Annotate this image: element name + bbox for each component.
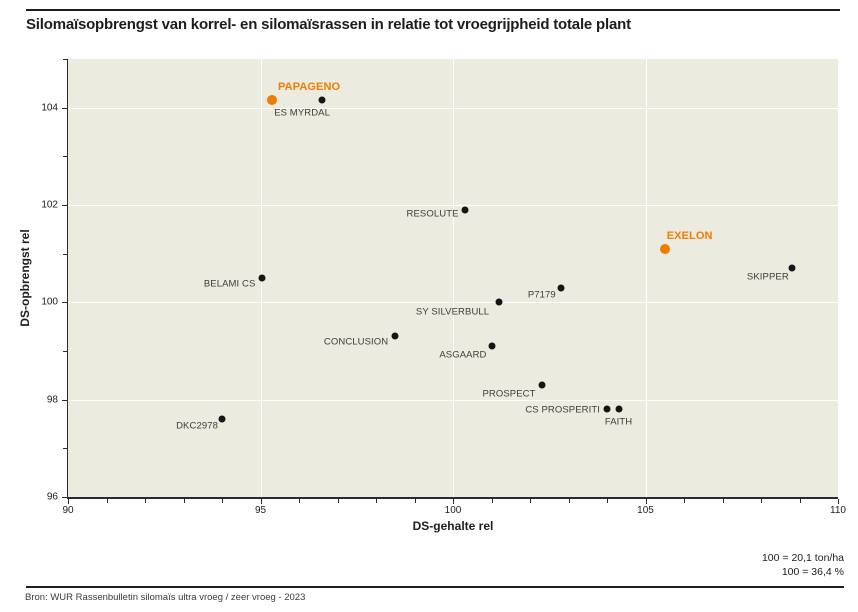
x-tick-label: 90 (62, 505, 74, 516)
x-major-tick (645, 498, 647, 504)
y-minor-tick (62, 156, 67, 158)
gridline-horizontal (68, 107, 838, 109)
bottom-rule (26, 586, 844, 588)
x-minor-tick (761, 498, 762, 503)
top-rule (26, 9, 840, 11)
page-title: Silomaïsopbrengst van korrel- en silomaï… (26, 16, 631, 33)
y-major-tick (61, 497, 67, 498)
y-major-tick (61, 107, 67, 109)
y-minor-tick (62, 448, 67, 450)
y-major-tick (61, 399, 67, 401)
x-tick-label: 95 (254, 505, 267, 516)
data-point-label: CS PROSPERITI (525, 404, 600, 416)
gridline-vertical (453, 59, 454, 497)
data-point-asgaard (488, 342, 495, 350)
x-minor-tick (530, 498, 531, 503)
data-point-skipper (788, 264, 796, 272)
scale-note-yield: 100 = 20,1 ton/ha (761, 552, 844, 564)
data-point-es-myrdal (318, 96, 326, 104)
y-major-tick (61, 205, 67, 206)
data-point-label: SY SILVERBULL (415, 306, 490, 318)
data-point-papageno (267, 95, 278, 106)
data-point-resolute (461, 206, 469, 214)
y-minor-tick (62, 253, 67, 255)
y-tick-label: 96 (46, 491, 58, 503)
x-minor-tick (684, 498, 685, 503)
gridline-horizontal (68, 205, 838, 206)
x-tick-label: 105 (637, 505, 654, 516)
data-point-label: EXELON (666, 229, 713, 242)
gridline-horizontal (68, 399, 838, 401)
data-point-label: BELAMI CS (203, 278, 256, 290)
x-minor-tick (337, 498, 339, 503)
y-tick-label: 102 (41, 199, 58, 211)
x-axis-title: DS-gehalte rel (412, 519, 494, 533)
x-minor-tick (722, 498, 724, 503)
data-point-dkc2978 (218, 415, 226, 423)
x-minor-tick (106, 498, 108, 503)
x-major-tick (838, 498, 839, 504)
x-major-tick (68, 498, 69, 504)
x-minor-tick (183, 498, 185, 503)
source-text: Bron: WUR Rassenbulletin silomaïs ultra … (25, 592, 306, 603)
data-point-label: P7179 (527, 289, 556, 301)
data-point-sy-silverbull (495, 298, 503, 306)
data-point-conclusion (391, 332, 399, 340)
x-minor-tick (568, 498, 570, 503)
data-point-label: ASGAARD (439, 349, 487, 361)
x-minor-tick (376, 498, 377, 503)
y-tick-label: 100 (41, 296, 58, 308)
scatter-plot-area: 90 95 100 105 110 96 98 100 102 104 PAPAGENO ES MYR… (41, 59, 846, 516)
y-tick-label: 104 (41, 102, 58, 114)
data-point-label: DKC2978 (176, 420, 218, 432)
y-axis-line (66, 59, 68, 499)
x-minor-tick (491, 498, 493, 503)
y-minor-tick (62, 351, 67, 352)
gridline-horizontal (68, 302, 838, 304)
y-minor-tick (62, 59, 67, 60)
x-tick-label: 110 (830, 505, 846, 516)
scale-note-ds: 100 = 36,4 % (781, 566, 844, 578)
data-point-label: RESOLUTE (406, 208, 459, 220)
data-point-cs-prosperiti (603, 405, 611, 413)
data-point-label: PAPAGENO (278, 81, 341, 94)
data-point-label: SKIPPER (746, 271, 789, 283)
x-minor-tick (607, 498, 608, 503)
data-point-exelon (659, 243, 670, 254)
data-point-belami-cs (258, 274, 266, 282)
x-minor-tick (799, 498, 801, 503)
data-point-label: PROSPECT (482, 388, 536, 400)
data-point-label: FAITH (604, 416, 633, 428)
x-minor-tick (299, 498, 300, 503)
data-point-label: CONCLUSION (323, 336, 389, 348)
scale-notes: 100 = 20,1 ton/ha 100 = 36,4 % (762, 551, 844, 579)
y-axis-title: DS-opbrengst rel (18, 229, 32, 327)
data-point-label: ES MYRDAL (274, 107, 330, 119)
data-point-faith (615, 405, 623, 413)
y-major-tick (61, 302, 67, 304)
x-axis-line (66, 497, 838, 499)
gridline-vertical (645, 59, 647, 497)
x-minor-tick (145, 498, 146, 503)
x-minor-tick (222, 498, 223, 503)
x-major-tick (453, 498, 454, 504)
data-point-p7179 (557, 284, 565, 292)
x-major-tick (260, 498, 262, 504)
x-minor-tick (414, 498, 416, 503)
x-tick-label: 100 (444, 505, 462, 516)
data-point-prospect (538, 381, 546, 389)
y-tick-label: 98 (46, 394, 58, 406)
